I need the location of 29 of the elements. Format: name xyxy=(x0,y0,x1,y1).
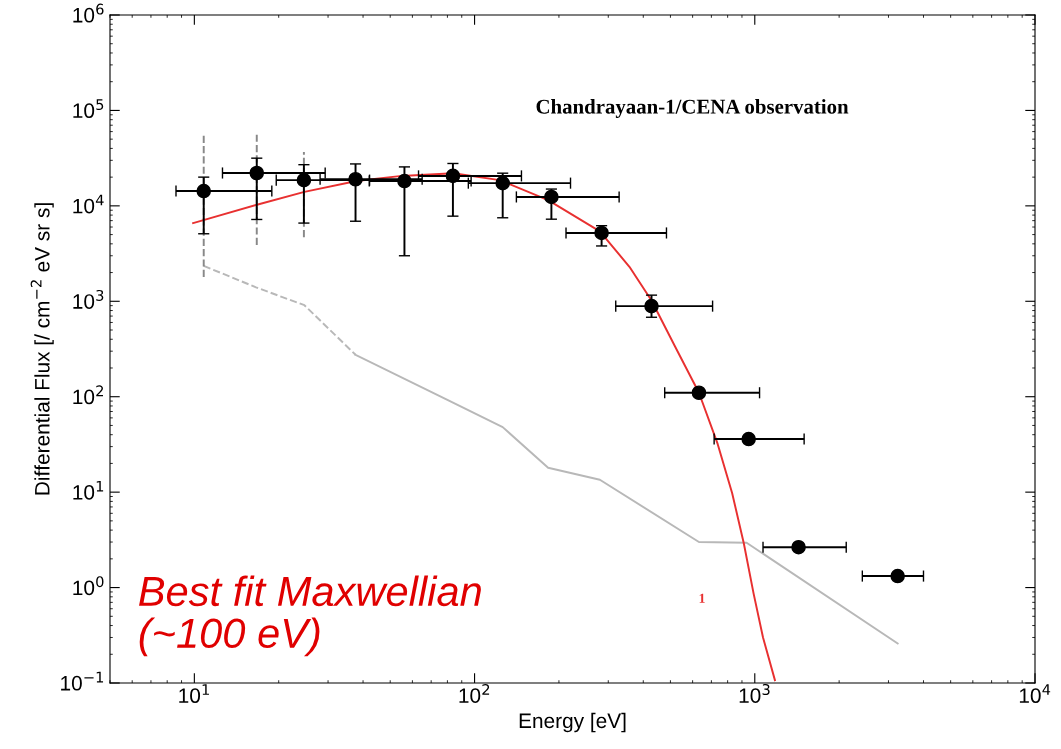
y-tick-label: 10$^{−1}$ xyxy=(61,671,104,691)
y-tick-label: 10$^{2}$ xyxy=(73,385,103,405)
point xyxy=(296,172,312,188)
x-axis-title: Energy [eV] xyxy=(519,712,626,733)
point xyxy=(594,225,609,241)
x-tick-label: 10$^{4}$ xyxy=(1019,684,1051,704)
point xyxy=(397,173,412,189)
x-tick-label: 10$^{3}$ xyxy=(739,684,770,703)
annotation: Chandrayaan-1/CENA observation xyxy=(536,99,849,118)
point xyxy=(644,298,659,314)
y-tick-label: 10$^{0}$ xyxy=(73,576,104,596)
point xyxy=(691,385,707,401)
point xyxy=(348,171,363,187)
y-tick-label: 10$^{3}$ xyxy=(73,289,104,309)
point xyxy=(741,431,756,447)
x-tick-label: 10$^{2}$ xyxy=(459,684,490,703)
annotation: 1 xyxy=(699,593,705,603)
y-axis-title: Differential Flux [/ cm$^{−2}$ eV sr s] xyxy=(30,203,54,495)
y-tick-label: 10$^{4}$ xyxy=(73,194,104,214)
y-tick-label: 10$^{5}$ xyxy=(73,99,104,119)
point xyxy=(495,175,510,191)
x-tick-label: 10$^{1}$ xyxy=(179,684,209,704)
y-tick-label: 10$^{6}$ xyxy=(73,3,104,23)
point xyxy=(249,165,265,181)
y-tick-label: 10$^{1}$ xyxy=(73,480,104,500)
point xyxy=(445,168,461,184)
point xyxy=(544,189,559,205)
annotation: Best fit Maxwellian (~100 eV) xyxy=(139,575,481,657)
point xyxy=(791,539,806,555)
